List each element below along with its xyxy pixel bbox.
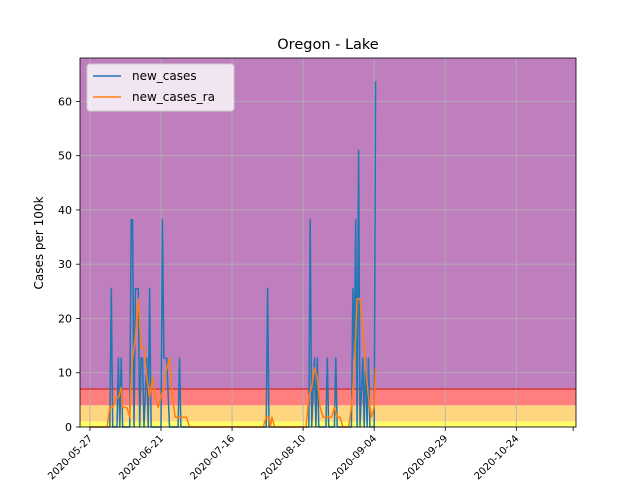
x-tick-label: 2020-10-24 xyxy=(473,433,522,480)
x-tick-label: 2020-08-10 xyxy=(259,433,308,480)
y-axis-label: Cases per 100k xyxy=(32,196,46,289)
y-tick-label: 30 xyxy=(58,258,72,271)
x-tick-label: 2020-05-27 xyxy=(46,433,95,480)
x-tick-label: 2020-09-29 xyxy=(401,433,450,480)
x-axis: 2020-05-27 2020-06-21 2020-07-16 2020-08-10… xyxy=(46,427,574,480)
y-tick-label: 10 xyxy=(58,367,72,380)
plot-frame xyxy=(79,57,577,428)
x-tick-label: 2020-07-16 xyxy=(188,433,237,480)
legend-label-new_cases_ra: new_cases_ra xyxy=(132,90,215,104)
legend: new_cases new_cases_ra xyxy=(86,63,235,112)
y-tick-label: 60 xyxy=(58,95,72,108)
chart-title: Oregon - Lake xyxy=(277,37,379,53)
y-tick-label: 0 xyxy=(65,421,72,434)
x-tick-label: 2020-09-04 xyxy=(330,433,379,480)
y-axis: 0 10 20 30 40 50 60 xyxy=(58,95,80,434)
y-tick-label: 50 xyxy=(58,150,72,163)
x-tick-label: 2020-06-21 xyxy=(117,433,166,480)
legend-label-new_cases: new_cases xyxy=(132,69,197,83)
y-tick-label: 40 xyxy=(58,204,72,217)
legend-box xyxy=(86,63,235,112)
y-tick-label: 20 xyxy=(58,312,72,325)
